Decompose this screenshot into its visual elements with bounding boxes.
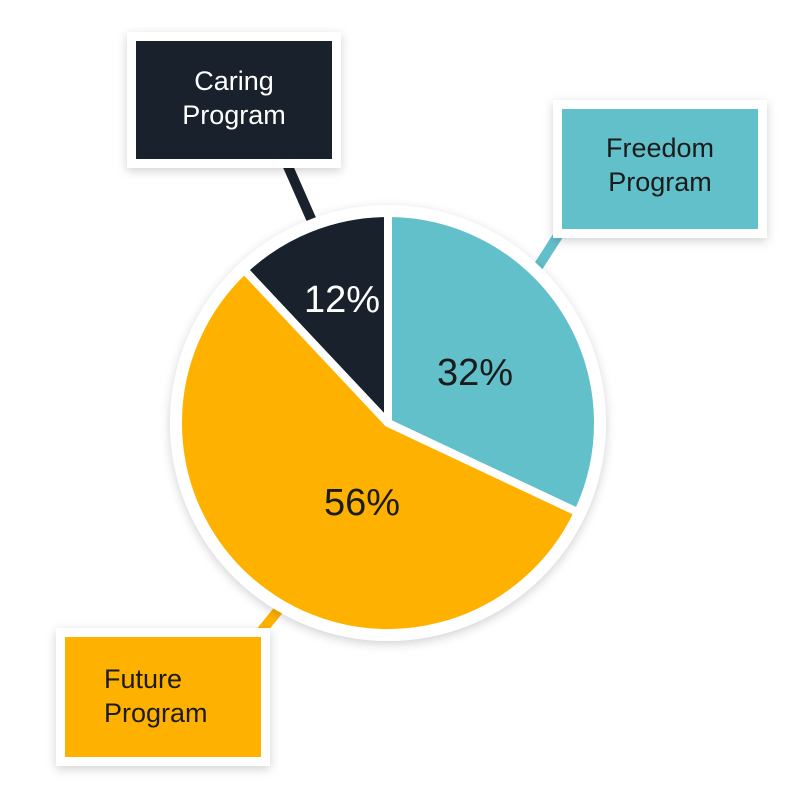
- pie-slice-freedom: [384, 209, 602, 517]
- callout-freedom: Freedom Program: [553, 100, 767, 238]
- callout-freedom-line1: Freedom: [606, 133, 714, 163]
- callout-future-fill: [65, 637, 261, 757]
- callout-caring-line1: Caring: [194, 66, 274, 96]
- pie-slice-future: [174, 265, 583, 638]
- callout-future-line1: Future: [104, 664, 182, 694]
- slice-label-caring: 12%: [304, 279, 380, 321]
- pie: 12% 32% 56%: [170, 205, 606, 641]
- callout-caring: Caring Program: [127, 32, 341, 168]
- callout-future-line2: Program: [104, 698, 208, 728]
- slice-label-future: 56%: [324, 482, 400, 524]
- slice-label-freedom: 32%: [437, 352, 513, 394]
- callout-caring-line2: Program: [182, 100, 286, 130]
- callout-freedom-fill: [562, 109, 758, 229]
- callout-caring-fill: [136, 41, 332, 159]
- pie-slice-caring: [240, 209, 392, 427]
- callout-future: Future Program: [56, 628, 270, 766]
- callout-freedom-line2: Program: [608, 167, 712, 197]
